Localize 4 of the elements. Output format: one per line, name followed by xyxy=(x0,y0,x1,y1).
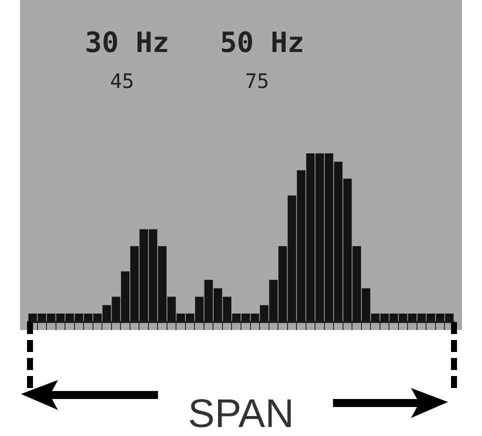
text: 30 Hz xyxy=(85,26,170,59)
text: 45 xyxy=(110,69,134,93)
text: 50 Hz xyxy=(220,26,304,59)
text: 75 xyxy=(245,69,270,93)
